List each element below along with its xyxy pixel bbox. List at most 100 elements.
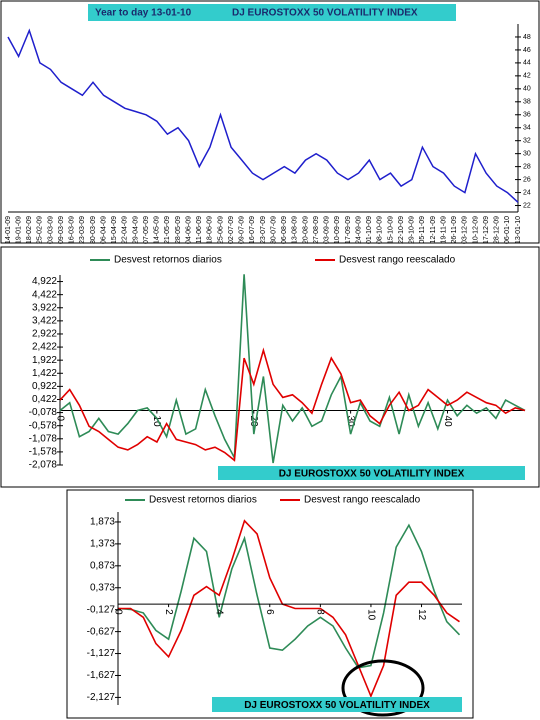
x-tick-label: 03-12-09 bbox=[462, 216, 469, 244]
y-tick-label: 2,422 bbox=[32, 342, 57, 353]
highlight-circle bbox=[341, 659, 425, 717]
x-tick-label: 12-11-09 bbox=[430, 216, 437, 244]
line bbox=[118, 519, 460, 699]
x-tick-label: 22-10-09 bbox=[398, 216, 405, 244]
x-tick-label: 27-08-09 bbox=[313, 216, 320, 244]
x-tick-label: 4 bbox=[214, 609, 225, 615]
y-tick-label: 1,873 bbox=[90, 517, 115, 528]
y-tick-label: 1,422 bbox=[32, 368, 57, 379]
y-tick-label: -2,127 bbox=[87, 692, 116, 703]
x-tick-label: 13-08-09 bbox=[292, 216, 299, 244]
x-tick-label: 19-01-09 bbox=[15, 216, 22, 244]
x-tick-label: 15-10-09 bbox=[387, 216, 394, 244]
x-tick-label: 30-07-09 bbox=[270, 216, 277, 244]
line bbox=[117, 523, 461, 669]
y-tick-label: 42 bbox=[523, 73, 531, 80]
y-tick-label: 44 bbox=[523, 60, 531, 67]
x-tick-label: 16-07-09 bbox=[249, 216, 256, 244]
y-tick-label: 40 bbox=[523, 86, 531, 93]
x-tick-label: 18-02-09 bbox=[26, 216, 33, 244]
y-tick-label: 34 bbox=[523, 125, 531, 132]
x-tick-label: 06-08-09 bbox=[281, 216, 288, 244]
y-tick-label: -2,078 bbox=[29, 460, 58, 471]
y-tick-label: -1,627 bbox=[87, 670, 116, 681]
y-tick-label: -0,627 bbox=[87, 626, 116, 637]
y-tick-label: -1,127 bbox=[87, 648, 116, 659]
x-tick-label: 26-11-09 bbox=[451, 216, 458, 244]
y-tick-label: 0,422 bbox=[32, 394, 57, 405]
annotation-box bbox=[212, 697, 462, 712]
x-tick-label: 24-09-09 bbox=[355, 216, 362, 244]
x-tick-label: 14-01-09 bbox=[5, 216, 12, 244]
x-tick-label: 09-03-09 bbox=[58, 216, 65, 244]
x-tick-label: 0 bbox=[54, 416, 65, 422]
x-tick-label: 8 bbox=[315, 609, 326, 615]
x-tick-label: 18-06-09 bbox=[207, 216, 214, 244]
y-tick-label: 3,422 bbox=[32, 316, 57, 327]
x-tick-label: 01-10-09 bbox=[366, 216, 373, 244]
y-tick-label: 26 bbox=[523, 176, 531, 183]
x-tick-label: 30-03-09 bbox=[90, 216, 97, 244]
x-tick-label: 06-04-09 bbox=[100, 216, 107, 244]
y-tick-label: 0,922 bbox=[32, 381, 57, 392]
y-tick-label: 32 bbox=[523, 138, 531, 145]
x-tick-label: 28-05-09 bbox=[175, 216, 182, 244]
x-tick-label: 09-07-09 bbox=[239, 216, 246, 244]
x-tick-label: 20-08-09 bbox=[302, 216, 309, 244]
x-tick-label: 07-05-09 bbox=[143, 216, 150, 244]
x-tick-label: 10-09-09 bbox=[334, 216, 341, 244]
y-tick-label: -1,578 bbox=[29, 447, 58, 458]
y-tick-label: 30 bbox=[523, 150, 531, 157]
line bbox=[59, 274, 526, 464]
x-tick-label: 23-07-09 bbox=[260, 216, 267, 244]
y-tick-label: 28 bbox=[523, 163, 531, 170]
line bbox=[7, 28, 519, 203]
x-tick-label: 19-11-09 bbox=[440, 216, 447, 244]
y-tick-label: 48 bbox=[523, 34, 531, 41]
legend-label: Desvest retornos diarios bbox=[114, 255, 222, 266]
x-tick-label: 21-05-09 bbox=[164, 216, 171, 244]
x-tick-label: 06-01-10 bbox=[504, 216, 511, 244]
x-tick-label: 05-11-09 bbox=[419, 216, 426, 244]
x-tick-label: 23-03-09 bbox=[79, 216, 86, 244]
y-tick-label: -0,578 bbox=[29, 420, 58, 431]
x-tick-label: 11-06-09 bbox=[196, 216, 203, 244]
x-tick-label: 28-12-09 bbox=[494, 216, 501, 244]
x-tick-label: 13-01-10 bbox=[515, 216, 522, 244]
y-tick-label: 36 bbox=[523, 112, 531, 119]
x-tick-label: 22-04-09 bbox=[122, 216, 129, 244]
x-tick-label: 10 bbox=[365, 609, 376, 621]
y-tick-label: 4,922 bbox=[32, 276, 57, 287]
x-tick-label: 02-07-09 bbox=[228, 216, 235, 244]
x-tick-label: 10 bbox=[151, 416, 162, 428]
y-tick-label: 46 bbox=[523, 47, 531, 54]
x-tick-label: 2 bbox=[163, 609, 174, 615]
annotation: DJ EUROSTOXX 50 VOLATILITY INDEX bbox=[244, 700, 430, 711]
x-tick-label: 30 bbox=[345, 416, 356, 428]
x-tick-label: 03-09-09 bbox=[324, 216, 331, 244]
x-tick-label: 15-04-09 bbox=[111, 216, 118, 244]
x-tick-label: 29-04-09 bbox=[132, 216, 139, 244]
title-box bbox=[88, 4, 456, 21]
chart-subtitle: DJ EUROSTOXX 50 VOLATILITY INDEX bbox=[232, 8, 418, 19]
legend-label: Desvest rango reescalado bbox=[339, 255, 456, 266]
x-tick-label: 08-10-09 bbox=[377, 216, 384, 244]
chart-title: Year to day 13-01-10 bbox=[95, 8, 192, 19]
x-tick-label: 17-12-09 bbox=[483, 216, 490, 244]
y-tick-label: 24 bbox=[523, 189, 531, 196]
legend-label: Desvest retornos diarios bbox=[149, 495, 257, 506]
x-tick-label: 03-03-09 bbox=[47, 216, 54, 244]
x-tick-label: 25-02-09 bbox=[37, 216, 44, 244]
y-tick-label: 2,922 bbox=[32, 329, 57, 340]
panel bbox=[0, 246, 540, 488]
y-tick-label: 38 bbox=[523, 99, 531, 106]
x-tick-label: 0 bbox=[112, 609, 123, 615]
y-tick-label: -0,127 bbox=[87, 604, 116, 615]
y-tick-label: 1,373 bbox=[90, 539, 115, 550]
x-tick-label: 04-06-09 bbox=[185, 216, 192, 244]
legend-label: Desvest rango reescalado bbox=[304, 495, 421, 506]
line bbox=[59, 347, 526, 462]
x-tick-label: 10-12-09 bbox=[472, 216, 479, 244]
